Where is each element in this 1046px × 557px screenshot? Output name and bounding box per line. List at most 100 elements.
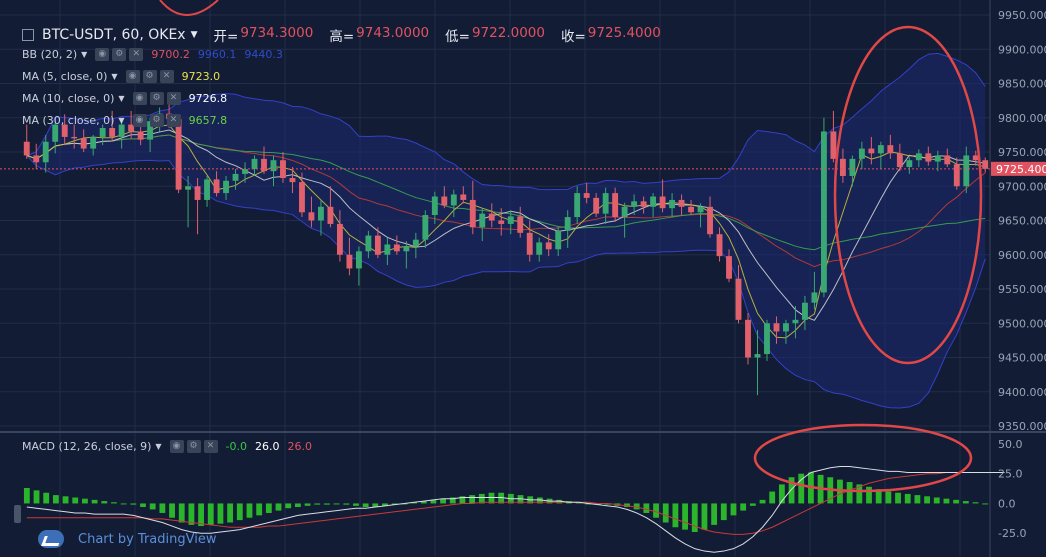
chevron-down-icon[interactable]: ▼ xyxy=(118,94,125,103)
settings-icon[interactable]: ⚙ xyxy=(149,92,164,105)
settings-icon[interactable]: ⚙ xyxy=(186,440,201,453)
symbol-title[interactable]: BTC-USDT, 60, OKEx xyxy=(42,27,186,43)
indicator-label[interactable]: MA (10, close, 0) xyxy=(22,92,115,105)
candle-body xyxy=(346,254,353,269)
candle-body xyxy=(953,164,960,187)
settings-icon[interactable]: ⚙ xyxy=(142,70,157,83)
candle-body xyxy=(896,153,903,168)
price-tick-label: 9450.000 xyxy=(998,352,1046,365)
annotation-ellipse-price xyxy=(833,25,983,365)
candle-body xyxy=(261,158,267,172)
candle-body xyxy=(792,319,799,324)
candle-body xyxy=(555,230,562,250)
macd-signal-line xyxy=(26,472,1005,535)
settings-icon[interactable]: ⚙ xyxy=(112,48,127,61)
candle-body xyxy=(460,194,467,200)
candle-body xyxy=(944,155,951,165)
candle-body xyxy=(858,148,865,159)
candle-body xyxy=(42,141,49,163)
candle-body xyxy=(678,199,685,207)
eye-icon[interactable]: ◉ xyxy=(125,70,140,83)
close-icon[interactable]: ✕ xyxy=(129,48,144,61)
macd-histogram-bar xyxy=(924,496,930,504)
candle-body xyxy=(223,180,229,194)
indicator-legend[interactable]: MACD (12, 26, close, 9) ▼ ◉ ⚙ ✕ -0.0 26.0 26.0 xyxy=(22,440,312,453)
candle-body xyxy=(61,124,68,137)
close-icon[interactable]: ✕ xyxy=(159,70,174,83)
macd-histogram-bar xyxy=(624,503,630,508)
price-tick-label: 9650.000 xyxy=(998,215,1046,228)
ohlc-value: 9743.0000 xyxy=(356,25,430,41)
close-icon[interactable]: ✕ xyxy=(203,440,218,453)
indicator-legend[interactable]: MA (5, close, 0) ▼ ◉ ⚙ ✕ 9723.0 xyxy=(22,70,220,83)
chevron-down-icon[interactable]: ▼ xyxy=(81,50,88,59)
macd-histogram-bar xyxy=(372,503,379,508)
price-tick-label: 9700.000 xyxy=(998,180,1046,193)
macd-histogram-bar xyxy=(420,501,427,504)
candle-body xyxy=(374,235,381,255)
candle-body xyxy=(536,242,543,255)
macd-line xyxy=(26,466,1005,553)
tradingview-watermark[interactable]: Chart by TradingView xyxy=(38,530,216,548)
chevron-down-icon[interactable]: ▼ xyxy=(111,72,118,81)
indicator-legend[interactable]: MA (10, close, 0) ▼ ◉ ⚙ ✕ 9726.8 xyxy=(22,92,227,105)
candle-body xyxy=(887,145,894,154)
candle-body xyxy=(640,201,647,207)
chevron-down-icon[interactable]: ▼ xyxy=(190,30,198,40)
collapse-icon[interactable] xyxy=(22,29,34,41)
macd-histogram-bar xyxy=(846,482,853,504)
candle-body xyxy=(118,124,125,137)
chevron-down-icon[interactable]: ▼ xyxy=(155,442,162,451)
indicator-label[interactable]: BB (20, 2) xyxy=(22,48,78,61)
indicator-legend[interactable]: BB (20, 2) ▼ ◉ ⚙ ✕ 9700.2 9960.1 9440.3 xyxy=(22,48,283,61)
candle-body xyxy=(811,292,818,303)
chevron-down-icon[interactable]: ▼ xyxy=(118,116,125,125)
indicator-label[interactable]: MA (5, close, 0) xyxy=(22,70,108,83)
candle-body xyxy=(431,196,438,216)
price-tick-label: 9350.000 xyxy=(998,420,1046,433)
candle-body xyxy=(450,194,457,206)
candle-body xyxy=(23,141,30,156)
macd-histogram-bar xyxy=(469,495,476,504)
eye-icon[interactable]: ◉ xyxy=(95,48,110,61)
macd-histogram-bar xyxy=(198,503,204,527)
macd-histogram-bar xyxy=(362,503,369,508)
eye-icon[interactable]: ◉ xyxy=(132,92,147,105)
macd-tick-label: -25.0 xyxy=(998,527,1026,540)
indicator-legend[interactable]: MA (30, close, 0) ▼ ◉ ⚙ ✕ 9657.8 xyxy=(22,114,227,127)
eye-icon[interactable]: ◉ xyxy=(132,114,147,127)
indicator-label[interactable]: MA (30, close, 0) xyxy=(22,114,115,127)
candle-body xyxy=(972,155,979,161)
close-icon[interactable]: ✕ xyxy=(166,92,181,105)
indicator-value: 9657.8 xyxy=(188,114,228,127)
settings-icon[interactable]: ⚙ xyxy=(149,114,164,127)
candle-body xyxy=(52,124,59,142)
macd-histogram-bar xyxy=(140,503,146,508)
macd-histogram-bar xyxy=(498,492,505,504)
macd-histogram-bar xyxy=(682,503,688,530)
macd-axis: 50.0 25.0 0.0 -25.0 xyxy=(14,438,1026,540)
indicator-value: 26.0 xyxy=(287,440,312,453)
macd-histogram-bar xyxy=(178,503,185,523)
macd-histogram-bar xyxy=(575,502,582,504)
macd-histogram-bar xyxy=(62,496,69,504)
macd-histogram-bar xyxy=(672,503,679,528)
price-tick-label: 9950.000 xyxy=(998,9,1046,22)
macd-histogram-bar xyxy=(275,503,282,511)
macd-histogram-bar xyxy=(478,493,485,504)
eye-icon[interactable]: ◉ xyxy=(169,440,184,453)
candle-body xyxy=(868,148,875,154)
indicator-buttons: ◉ ⚙ ✕ xyxy=(125,70,174,83)
candle-body xyxy=(735,278,742,320)
candle-body xyxy=(232,173,239,181)
price-tick-label: 9750.000 xyxy=(998,146,1046,159)
candle-body xyxy=(99,128,106,137)
indicator-label[interactable]: MACD (12, 26, close, 9) xyxy=(22,440,152,453)
ohlc-value: 9734.3000 xyxy=(240,25,314,41)
macd-histogram-bar xyxy=(188,503,195,525)
close-icon[interactable]: ✕ xyxy=(166,114,181,127)
macd-histogram-bar xyxy=(159,503,166,513)
candle-body xyxy=(754,354,761,358)
macd-histogram-bar xyxy=(633,503,640,510)
